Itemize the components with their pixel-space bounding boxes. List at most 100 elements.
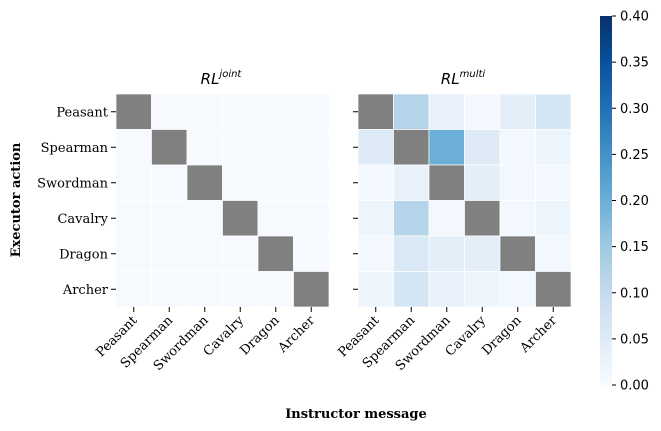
colorbar-tick-label: 0.40 (620, 10, 649, 25)
heatmap-cell (186, 93, 223, 130)
heatmap-cell (535, 129, 572, 166)
heatmap-cell (115, 93, 152, 130)
heatmap-cell (535, 235, 572, 272)
x-tick-label: Archer (275, 313, 319, 357)
heatmap-cell (499, 164, 536, 201)
heatmap-cell (499, 93, 536, 130)
heatmap-cell (535, 271, 572, 308)
y-tick-label: Archer (62, 283, 109, 298)
heatmap-cell (464, 235, 501, 272)
heatmap-cell (357, 200, 394, 237)
heatmap-cell (257, 164, 294, 201)
heatmap-cell (115, 200, 152, 237)
heatmap-cell (115, 271, 152, 308)
heatmap-cell (222, 164, 259, 201)
heatmap-cell (257, 200, 294, 237)
heatmap-cell (222, 93, 259, 130)
heatmap-cell (393, 129, 430, 166)
heatmap-cell (357, 93, 394, 130)
heatmap-cell (186, 164, 223, 201)
heatmap-cell (293, 129, 330, 166)
heatmap-cell (464, 164, 501, 201)
heatmap-cell (357, 235, 394, 272)
heatmap-cell (257, 271, 294, 308)
heatmap-cell (535, 200, 572, 237)
panel-title-rl-joint: RLjoint (201, 69, 243, 88)
heatmap-cell (222, 129, 259, 166)
heatmap-cell (293, 235, 330, 272)
colorbar-tick-label: 0.10 (620, 286, 649, 301)
heatmap-cell (428, 93, 465, 130)
x-tick-label: Dragon (237, 313, 283, 359)
heatmap-cell (428, 164, 465, 201)
heatmap-cell (222, 271, 259, 308)
heatmap-cell (499, 129, 536, 166)
heatmap-cell (186, 271, 223, 308)
heatmap-cell (222, 200, 259, 237)
heatmap-cell (393, 200, 430, 237)
heatmap-cell (499, 235, 536, 272)
heatmap-cell (357, 129, 394, 166)
heatmap-cell (428, 271, 465, 308)
heatmap-cell (464, 129, 501, 166)
heatmap-cell (535, 93, 572, 130)
heatmap-cell (428, 235, 465, 272)
heatmap-cell (186, 200, 223, 237)
heatmap-cell (499, 271, 536, 308)
x-axis-title: Instructor message (285, 407, 427, 422)
heatmap-cell (428, 129, 465, 166)
heatmap-cell (357, 164, 394, 201)
heatmap-cell (115, 129, 152, 166)
heatmap-cell (257, 129, 294, 166)
heatmap-cell (464, 200, 501, 237)
heatmap-cell (464, 93, 501, 130)
heatmap-rl-multi: PeasantSpearmanSwordmanCavalryDragonArch… (335, 93, 572, 374)
heatmap-cell (257, 235, 294, 272)
heatmap-cell (293, 271, 330, 308)
x-tick-label: Cavalry (443, 313, 490, 360)
heatmap-cell (115, 235, 152, 272)
heatmap-cell (257, 93, 294, 130)
heatmap-cell (393, 93, 430, 130)
y-tick-label: Spearman (41, 141, 109, 156)
x-tick-label: Cavalry (201, 313, 248, 360)
colorbar-ticks: 0.00 0.05 0.10 0.15 0.20 0.25 0.30 0.35 0.40 (612, 10, 649, 394)
heatmap-cell (293, 164, 330, 201)
heatmap-cell (535, 164, 572, 201)
colorbar (600, 16, 612, 385)
heatmap-cell (393, 271, 430, 308)
heatmap-cell (499, 200, 536, 237)
heatmap-cell (186, 129, 223, 166)
colorbar-tick-label: 0.30 (620, 102, 649, 117)
heatmap-cell (186, 235, 223, 272)
heatmap-cell (222, 235, 259, 272)
heatmap-cell (115, 164, 152, 201)
heatmap-rl-joint: PeasantSpearmanSwordmanCavalryDragonArch… (37, 93, 330, 374)
colorbar-tick-label: 0.00 (620, 379, 649, 394)
y-tick-label: Cavalry (57, 212, 108, 227)
heatmap-cell (293, 93, 330, 130)
colorbar-tick-label: 0.35 (620, 56, 649, 71)
colorbar-tick-label: 0.25 (620, 148, 649, 163)
heatmap-cell (464, 271, 501, 308)
heatmap-cell (151, 235, 188, 272)
y-tick-label: Dragon (59, 247, 109, 262)
colorbar-tick-label: 0.20 (620, 194, 649, 209)
y-axis-title: Executor action (9, 142, 24, 257)
x-tick-label: Dragon (479, 313, 525, 359)
heatmap-cell (357, 271, 394, 308)
heatmap-cell (151, 271, 188, 308)
heatmap-cell (151, 93, 188, 130)
heatmap-cell (293, 200, 330, 237)
heatmap-cell (393, 164, 430, 201)
heatmap-cell (151, 200, 188, 237)
y-tick-label: Peasant (56, 105, 108, 120)
heatmap-cell (151, 164, 188, 201)
colorbar-tick-label: 0.15 (620, 240, 649, 255)
heatmap-cell (151, 129, 188, 166)
y-tick-label: Swordman (37, 176, 108, 191)
x-tick-label: Archer (517, 313, 561, 357)
panel-title-rl-multi: RLmulti (441, 69, 486, 88)
heatmap-cell (393, 235, 430, 272)
